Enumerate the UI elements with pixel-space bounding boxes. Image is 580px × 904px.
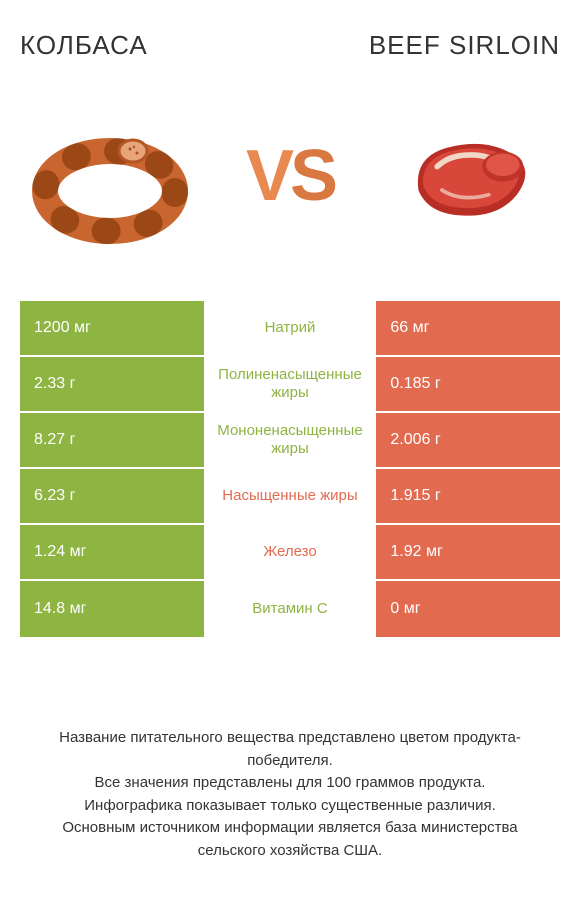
hero-row: VS — [20, 81, 560, 271]
nutrient-label: Железо — [204, 525, 377, 579]
vs-label: VS — [246, 135, 334, 217]
value-right: 66 мг — [376, 301, 560, 355]
title-right: BEEF SIRLOIN — [369, 30, 560, 61]
nutrient-label: Полиненасыщенные жиры — [204, 357, 377, 411]
table-row: 14.8 мгВитамин C0 мг — [20, 581, 560, 637]
footer-notes: Название питательного вещества представл… — [20, 727, 560, 862]
value-right: 2.006 г — [376, 413, 560, 467]
value-left: 1.24 мг — [20, 525, 204, 579]
value-left: 2.33 г — [20, 357, 204, 411]
value-right: 1.915 г — [376, 469, 560, 523]
value-right: 1.92 мг — [376, 525, 560, 579]
nutrient-label: Насыщенные жиры — [204, 469, 377, 523]
table-row: 6.23 гНасыщенные жиры1.915 г — [20, 469, 560, 525]
value-left: 14.8 мг — [20, 581, 204, 637]
value-left: 1200 мг — [20, 301, 204, 355]
value-left: 8.27 г — [20, 413, 204, 467]
table-row: 1200 мгНатрий66 мг — [20, 301, 560, 357]
footer-line: Все значения представлены для 100 граммо… — [30, 772, 550, 795]
title-left: КОЛБАСА — [20, 30, 148, 61]
table-row: 2.33 гПолиненасыщенные жиры0.185 г — [20, 357, 560, 413]
nutrient-label: Натрий — [204, 301, 377, 355]
footer-line: Инфографика показывает только существенн… — [30, 795, 550, 818]
value-right: 0 мг — [376, 581, 560, 637]
sausage-icon — [30, 96, 190, 256]
comparison-table: 1200 мгНатрий66 мг2.33 гПолиненасыщенные… — [20, 301, 560, 637]
value-right: 0.185 г — [376, 357, 560, 411]
table-row: 8.27 гМононенасыщенные жиры2.006 г — [20, 413, 560, 469]
table-row: 1.24 мгЖелезо1.92 мг — [20, 525, 560, 581]
footer-line: Название питательного вещества представл… — [30, 727, 550, 772]
steak-icon — [390, 96, 550, 256]
title-row: КОЛБАСА BEEF SIRLOIN — [20, 30, 560, 61]
footer-line: Основным источником информации является … — [30, 817, 550, 862]
value-left: 6.23 г — [20, 469, 204, 523]
nutrient-label: Витамин C — [204, 581, 377, 637]
nutrient-label: Мононенасыщенные жиры — [204, 413, 377, 467]
